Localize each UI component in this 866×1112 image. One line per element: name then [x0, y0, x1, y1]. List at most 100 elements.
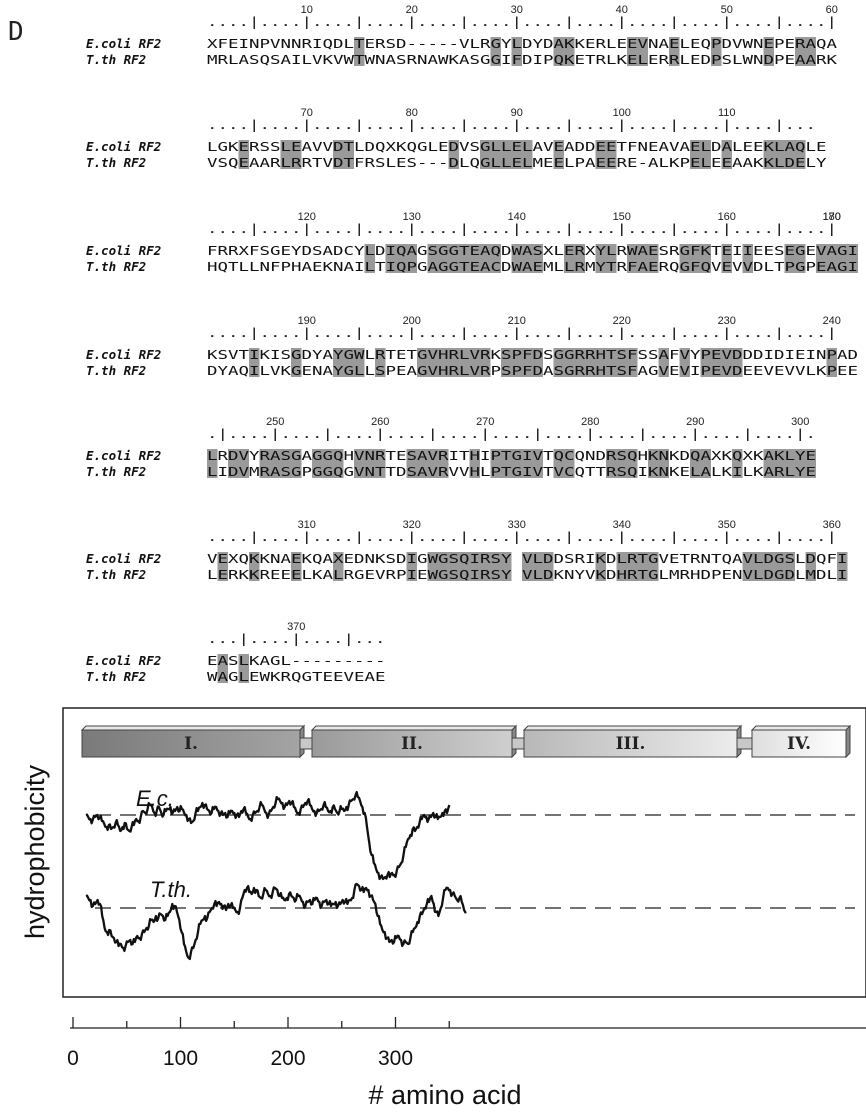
conserved-shade [637, 244, 648, 273]
position-number: 160 [718, 211, 736, 223]
conserved-shade [322, 449, 333, 478]
conserved-shade [564, 348, 575, 377]
conserved-shade [637, 552, 648, 581]
conserved-shade [480, 140, 491, 169]
conserved-shade [837, 552, 848, 581]
sequence-tth: WAGLEWKRQGTEEVEAE [207, 669, 386, 684]
conserved-shade [354, 449, 365, 478]
conserved-shade [742, 552, 753, 581]
alignment-block: 250 260 270 280 290 300.|....|....|....|....|… [86, 416, 816, 479]
domain-label: IV. [787, 734, 811, 754]
series-label: E.c. [136, 786, 174, 811]
conserved-shade [795, 37, 806, 66]
conserved-shade [606, 449, 617, 478]
conserved-shade [553, 348, 564, 377]
position-number: 220 [613, 315, 631, 327]
conserved-shade [627, 552, 638, 581]
x-tick-label: 0 [67, 1047, 79, 1070]
conserved-shade [532, 244, 543, 273]
conserved-shade [406, 552, 417, 581]
domain-side [845, 724, 851, 759]
conserved-shade [522, 244, 533, 273]
conserved-shade [417, 348, 428, 377]
alignment-block: 310 320 330 340 350 360....|....|....|....|..… [86, 519, 848, 582]
conserved-shade [690, 140, 701, 169]
conserved-shade [700, 449, 711, 478]
position-number: 70 [301, 107, 313, 119]
position-number: 250 [266, 416, 284, 428]
conserved-shade [721, 348, 732, 377]
conserved-shade [532, 348, 543, 377]
conserved-shade [574, 348, 585, 377]
conserved-shade [217, 552, 228, 581]
conserved-shade [763, 449, 774, 478]
species-label-tth: T.th RF2 [86, 52, 146, 67]
conserved-shade [690, 244, 701, 273]
alignment-ruler: ....|....|....|....|....|....|....|....|… [207, 221, 837, 236]
position-number: 40 [616, 4, 628, 16]
conserved-shade [669, 37, 680, 66]
conserved-shade [826, 348, 837, 377]
conserved-shade [784, 449, 795, 478]
conserved-shade [364, 449, 375, 478]
conserved-shade [427, 244, 438, 273]
conserved-shade [459, 552, 470, 581]
y-axis-title: hydrophobicity [20, 764, 50, 939]
conserved-shade [795, 140, 806, 169]
conserved-shade [700, 140, 711, 169]
conserved-shade [616, 552, 627, 581]
position-number: 190 [298, 315, 316, 327]
sequence-tth: MRLASQSAILVKVWTWNASRNAWKASGGIFDIPQKETRLK… [207, 52, 838, 67]
position-number: 360 [823, 519, 841, 531]
conserved-shade [511, 348, 522, 377]
conserved-shade [564, 244, 575, 273]
conserved-shade [700, 348, 711, 377]
conserved-shade [259, 449, 270, 478]
sequence-tth: LERKKREEELKALRGEVRPIEWGSQIRSY VLDKNYVKDH… [207, 567, 848, 582]
position-number: 340 [613, 519, 631, 531]
position-number: 120 [298, 211, 316, 223]
conserved-shade [406, 449, 417, 478]
conserved-shade [774, 449, 785, 478]
conserved-shade [732, 348, 743, 377]
conserved-shade [291, 449, 302, 478]
conserved-shade [711, 348, 722, 377]
sequence-alignment: 10 20 30 40 50 60....|....|....|....|....|...… [86, 4, 858, 684]
alignment-block: 70 80 90 100 110....|....|....|....|....|...… [86, 107, 827, 170]
conserved-shade [417, 449, 428, 478]
conserved-shade [364, 244, 375, 273]
conserved-shade [606, 140, 617, 169]
species-label-ecoli: E.coli RF2 [86, 139, 161, 154]
alignment-ruler: ....|....|....|....|....|....|....|....|… [207, 117, 816, 132]
conserved-shade [595, 140, 606, 169]
conserved-shade [627, 244, 638, 273]
conserved-shade [511, 244, 522, 273]
conserved-shade [385, 244, 396, 273]
conserved-shade [333, 552, 344, 581]
x-axis: 0 100 200 300 [67, 1017, 866, 1070]
position-number: 310 [298, 519, 316, 531]
position-number: 280 [581, 416, 599, 428]
conserved-shade [511, 140, 522, 169]
conserved-shade [816, 244, 827, 273]
position-number: 50 [721, 4, 733, 16]
conserved-shade [774, 552, 785, 581]
position-number: 200 [403, 315, 421, 327]
domain-top [310, 725, 518, 731]
conserved-shade [511, 449, 522, 478]
conserved-shade [805, 37, 816, 66]
conserved-shade [763, 140, 774, 169]
domain-4 [751, 729, 847, 758]
conserved-shade [753, 552, 764, 581]
conserved-shade [637, 37, 648, 66]
sequence-ecoli: LGKERSSLEAVVDTLDQXKQGLEDVSGLLELAVEADDEET… [207, 139, 827, 154]
conserved-shade [679, 348, 690, 377]
conserved-shade [427, 449, 438, 478]
conserved-shade [763, 552, 774, 581]
conserved-shade [742, 244, 753, 273]
conserved-shade [532, 552, 543, 581]
position-number: 180 [823, 211, 841, 223]
conserved-shade [291, 552, 302, 581]
conserved-shade [448, 244, 459, 273]
position-number: 110 [718, 107, 736, 119]
